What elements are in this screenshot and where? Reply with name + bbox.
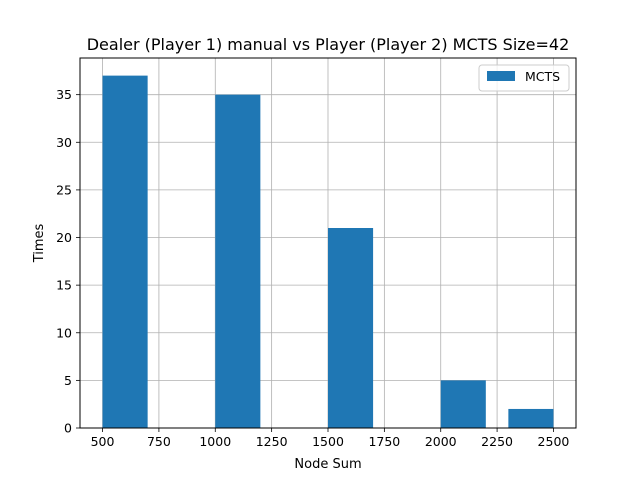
x-tick-label: 750	[147, 434, 171, 449]
legend-swatch-mcts	[487, 71, 515, 81]
x-tick-label: 500	[91, 434, 115, 449]
y-tick-label: 30	[56, 135, 72, 150]
bar-mcts-2300	[508, 408, 554, 428]
x-axis-ticks: 500 750 1000 1250 1500 1750 2000 2250 2500	[91, 428, 570, 449]
x-tick-label: 1250	[256, 434, 288, 449]
bar-mcts-500	[102, 75, 148, 428]
legend-label-mcts: MCTS	[525, 69, 560, 84]
bar-mcts-1500	[328, 228, 374, 428]
y-tick-label: 20	[56, 230, 72, 245]
y-axis-ticks: 0 5 10 15 20 25 30 35	[56, 87, 80, 436]
y-tick-label: 0	[64, 421, 72, 436]
y-tick-label: 35	[56, 87, 72, 102]
y-tick-label: 10	[56, 325, 72, 340]
x-tick-label: 2500	[538, 434, 570, 449]
y-tick-label: 15	[56, 278, 72, 293]
bar-mcts-2000	[440, 380, 486, 428]
x-tick-label: 1750	[368, 434, 400, 449]
bars-group	[102, 75, 554, 429]
legend: MCTS	[478, 64, 570, 92]
y-tick-label: 25	[56, 182, 72, 197]
chart-title: Dealer (Player 1) manual vs Player (Play…	[87, 35, 570, 54]
x-tick-label: 1500	[312, 434, 344, 449]
x-tick-label: 2000	[425, 434, 457, 449]
y-tick-label: 5	[64, 373, 72, 388]
bar-mcts-1000	[215, 94, 261, 429]
x-tick-label: 2250	[481, 434, 513, 449]
x-axis-label: Node Sum	[294, 457, 361, 472]
y-axis-label: Times	[32, 223, 47, 263]
x-tick-label: 1000	[199, 434, 231, 449]
